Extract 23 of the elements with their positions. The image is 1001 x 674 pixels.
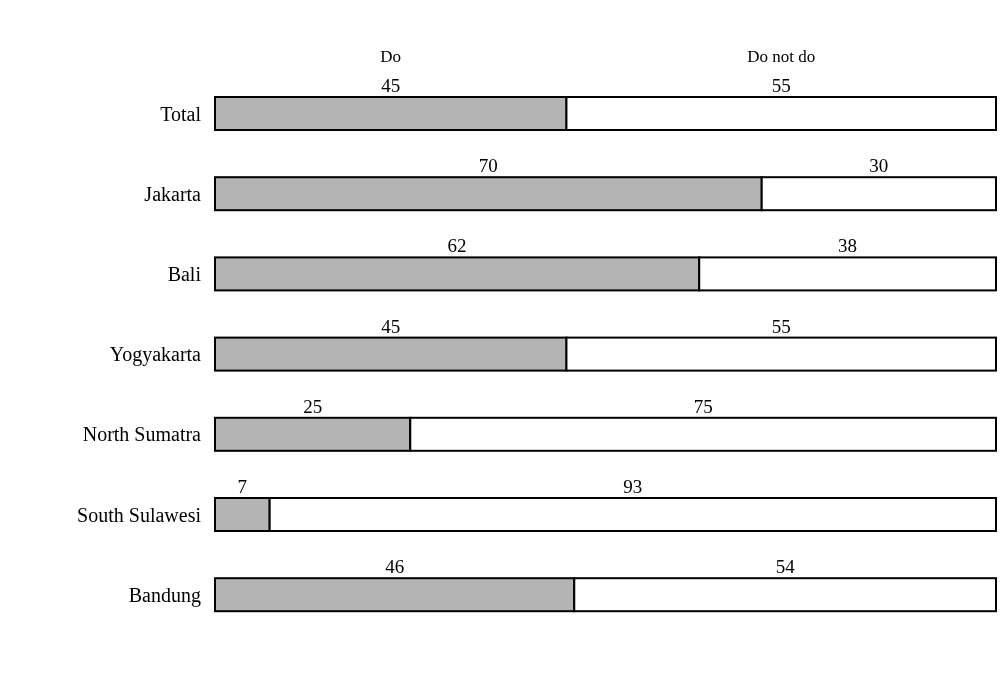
data-label: 55	[771, 315, 791, 337]
y-tick-label: Yogyakarta	[109, 343, 202, 367]
y-tick-label: Bandung	[128, 583, 201, 607]
series-label: Do not do	[747, 47, 816, 66]
data-label: 54	[775, 556, 796, 578]
data-label: 62	[447, 235, 467, 257]
y-tick-label: Bali	[167, 262, 202, 285]
y-tick-label: South Sulawesi	[77, 503, 202, 526]
data-label: 93	[623, 476, 643, 497]
data-label: 45	[381, 315, 401, 337]
data-label: 30	[869, 155, 889, 177]
data-label: 25	[303, 395, 323, 417]
data-label: 38	[838, 235, 858, 257]
data-label: 70	[478, 155, 498, 177]
data-label: 45	[381, 75, 401, 96]
y-tick-label: Total	[160, 102, 202, 125]
data-label: 75	[693, 395, 713, 417]
y-tick-label: North Sumatra	[82, 423, 202, 446]
data-label: 7	[237, 476, 248, 497]
series-label: Do	[380, 47, 402, 66]
y-tick-label: Jakarta	[144, 182, 202, 205]
data-label: 46	[385, 556, 405, 578]
data-label: 55	[771, 75, 791, 96]
